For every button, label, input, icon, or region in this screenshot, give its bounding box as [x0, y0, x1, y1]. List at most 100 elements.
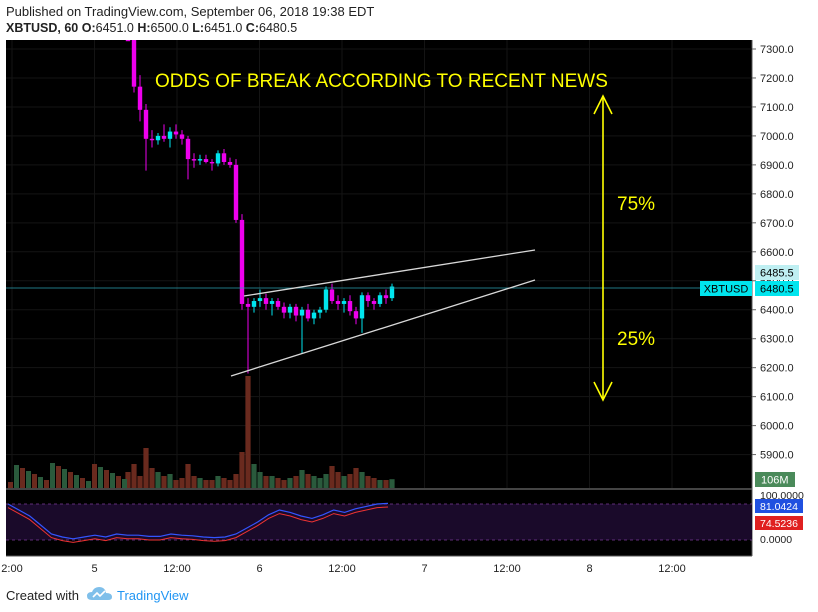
lower-trendline[interactable]: [230, 279, 536, 377]
volume-bar: [179, 478, 185, 488]
volume-bar: [389, 479, 395, 488]
candle-body: [209, 161, 215, 164]
volume-bar: [359, 472, 365, 488]
volume-bar: [56, 466, 61, 488]
price-tick-label: 6200.0: [760, 363, 794, 375]
time-tick-label: 6: [256, 563, 262, 575]
footer: Created with TradingView: [0, 578, 818, 612]
volume-bar: [74, 475, 79, 488]
candle-body: [149, 138, 155, 141]
candle-body: [347, 301, 353, 312]
down-probability-label[interactable]: 25%: [617, 329, 655, 350]
volume-bar: [92, 464, 97, 488]
volume-bar: [323, 474, 329, 488]
osc-value-b-bg: [755, 516, 803, 530]
volume-bar: [38, 477, 43, 488]
oscillator-band: [6, 504, 752, 540]
tradingview-brand[interactable]: TradingView: [117, 588, 189, 603]
candle-body: [323, 289, 329, 310]
time-tick-label: 12:00: [163, 563, 191, 575]
volume-bar: [341, 476, 347, 488]
volume-bar: [80, 478, 85, 488]
price-tick-label: 6900.0: [760, 160, 794, 172]
candle-body: [179, 134, 185, 139]
candle-body: [305, 309, 311, 319]
volume-tag-bg: [755, 472, 795, 487]
time-tick-label: 12:00: [493, 563, 521, 575]
volume-bar: [203, 480, 209, 488]
volume-bar: [311, 476, 317, 488]
volume-bar: [299, 470, 305, 488]
candle-body: [377, 295, 383, 304]
price-chart[interactable]: ODDS OF BREAK ACCORDING TO RECENT NEWS 7…: [0, 40, 818, 578]
volume-bars: [8, 376, 395, 488]
volume-bar: [287, 478, 293, 488]
oscillator-line: [6, 502, 752, 543]
price-tick-label: 7000.0: [760, 131, 794, 143]
last-price-tag-bg: [755, 281, 799, 296]
candle-body: [293, 306, 299, 316]
candle-body: [275, 301, 281, 307]
candle-body: [353, 311, 359, 319]
candle-body: [203, 159, 209, 162]
time-tick-label: 8: [586, 563, 592, 575]
volume-bar: [14, 465, 19, 488]
time-tick-label: 5: [91, 563, 97, 575]
volume-bar: [8, 482, 13, 488]
volume-bar: [149, 468, 155, 488]
volume-bar: [62, 469, 67, 488]
price-axis[interactable]: 7300.0 7200.0 7100.0 7000.0 6900.0 6800.0 6700…: [752, 44, 794, 462]
osc-value-a: 81.0424: [760, 501, 798, 513]
tradingview-cloud-icon: [87, 587, 112, 600]
candle-body: [383, 295, 389, 299]
candle-body: [311, 312, 317, 319]
volume-bar: [167, 474, 173, 488]
close-label: C:: [245, 21, 259, 35]
volume-bar: [191, 476, 197, 488]
osc-value-a-bg: [755, 499, 803, 513]
candle-body: [359, 295, 365, 319]
volume-bar: [221, 478, 227, 488]
price-tick-label: 5900.0: [760, 450, 794, 462]
prev-price-tag-bg: [755, 265, 799, 280]
volume-bar: [104, 470, 109, 488]
candle-body: [365, 295, 371, 302]
volume-bar: [137, 476, 143, 488]
volume-bar: [281, 480, 287, 488]
double-arrow-annotation[interactable]: [593, 94, 613, 402]
candle-body: [233, 164, 239, 220]
price-tick-label: 6000.0: [760, 421, 794, 433]
candle-body: [125, 40, 131, 42]
volume-bar: [209, 480, 215, 488]
low-value: 6451.0: [204, 21, 243, 35]
volume-bar: [197, 478, 203, 488]
volume-bar: [353, 468, 359, 488]
price-tick-label: 6100.0: [760, 392, 794, 404]
high-label: H:: [137, 21, 151, 35]
low-label: L:: [192, 21, 205, 35]
headline-annotation[interactable]: ODDS OF BREAK ACCORDING TO RECENT NEWS: [155, 71, 608, 92]
time-axis[interactable]: 2:00 5 12:00 6 12:00 7 12:00 8 12:00: [1, 563, 685, 575]
volume-bar: [347, 474, 353, 488]
price-tick-label: 6600.0: [760, 247, 794, 259]
volume-bar: [26, 471, 31, 488]
volume-bar: [227, 480, 233, 488]
upper-trendline[interactable]: [243, 249, 536, 297]
time-tick-label: 7: [421, 563, 427, 575]
candle-body: [239, 219, 245, 304]
volume-bar: [317, 478, 323, 488]
open-value: 6451.0: [95, 21, 134, 35]
up-probability-label[interactable]: 75%: [617, 194, 655, 215]
volume-tag: 106M: [761, 475, 789, 487]
candle-body: [251, 301, 257, 307]
created-with-label: Created with: [6, 588, 79, 603]
price-tick-label: 7100.0: [760, 102, 794, 114]
volume-bar: [257, 472, 263, 488]
volume-bar: [239, 452, 245, 488]
volume-bar: [122, 479, 127, 488]
volume-bar: [173, 480, 179, 488]
volume-bar: [116, 476, 121, 488]
volume-bar: [161, 476, 167, 488]
price-pane[interactable]: [6, 40, 752, 488]
chart-header: Published on TradingView.com, September …: [0, 0, 818, 40]
